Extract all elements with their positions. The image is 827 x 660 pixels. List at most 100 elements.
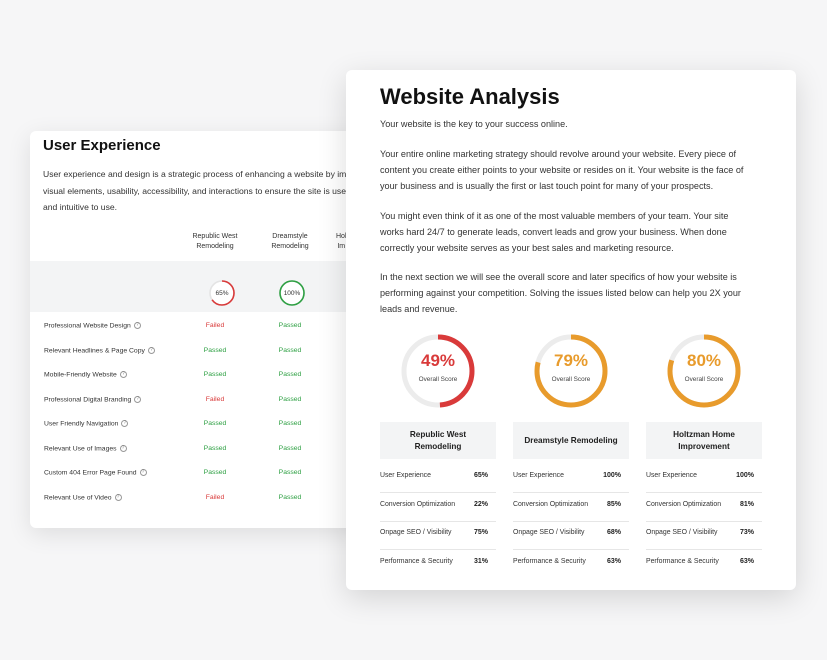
metric-row: Performance & Security 31%	[380, 551, 496, 579]
ux-col-name-line2: Remodeling	[271, 243, 309, 250]
metric-row: Onpage SEO / Visibility 68%	[513, 522, 629, 551]
gauge-svg	[401, 334, 475, 408]
table-row: Relevant Headlines & Page Copy? Passed Pas…	[30, 339, 370, 363]
paragraph-line: your business and is usually the first o…	[380, 180, 714, 191]
metric-value: 81%	[739, 500, 754, 508]
metric-value: 85%	[606, 500, 621, 508]
ux-ring-score: 100%	[283, 289, 301, 297]
ux-desc-line: User experience and design is a strategi…	[43, 169, 352, 179]
metric-name: User Experience	[380, 472, 431, 479]
status-cell: Passed	[203, 346, 227, 354]
criteria-text: Professional Website Design	[44, 322, 131, 330]
status-cell: Passed	[203, 444, 227, 452]
ux-desc-line: and intuitive to use.	[43, 202, 118, 212]
metric-row: Performance & Security 63%	[646, 551, 762, 579]
help-icon[interactable]: ?	[133, 322, 141, 329]
ring-svg	[209, 280, 235, 306]
paragraph-line: Your entire online marketing strategy sh…	[380, 149, 737, 159]
help-icon[interactable]: ?	[147, 346, 155, 354]
overall-score-gauge: 80% Overall Score	[665, 332, 743, 410]
metric-name: User Experience	[513, 472, 564, 479]
intro-text: Your website is the key to your success …	[380, 117, 765, 133]
ux-score-ring: 100%	[278, 279, 306, 307]
ux-col-name-line1: Dreamstyle	[272, 233, 308, 240]
gauge-svg	[534, 334, 608, 408]
gauge-label: Overall Score	[684, 376, 724, 383]
paragraph-line: works hard 24/7 to generate leads, conve…	[380, 226, 727, 237]
metric-value: 68%	[606, 529, 621, 537]
metric-row: Conversion Optimization 81%	[646, 494, 762, 522]
metric-value: 73%	[739, 529, 754, 537]
status-cell: Passed	[203, 420, 227, 427]
ux-col-name-line2: Im	[337, 243, 346, 250]
help-icon[interactable]: ?	[139, 469, 147, 476]
competitor-header: Holtzman Home Improvement	[646, 422, 762, 459]
criteria-text: Mobile-Friendly Website	[44, 371, 117, 379]
metric-name: Conversion Optimization	[646, 500, 722, 508]
criteria-text: Relevant Headlines & Page Copy	[44, 346, 145, 354]
metric-value: 22%	[473, 500, 488, 508]
metric-row: Conversion Optimization 22%	[380, 494, 496, 522]
table-row: Professional Digital Branding? Failed Pass…	[30, 388, 370, 412]
ring-svg	[279, 280, 305, 306]
paragraph-line: You might even think of it as one of the…	[380, 211, 729, 221]
metric-value: 65%	[473, 472, 488, 479]
status-cell: Passed	[278, 444, 302, 452]
competitor-name-line1: Dreamstyle Remodeling	[524, 435, 618, 445]
criteria-text: User Friendly Navigation	[44, 420, 119, 428]
metric-name: Performance & Security	[513, 557, 586, 565]
paragraph-2: You might even think of it as one of the…	[380, 209, 765, 256]
competitor-header: Dreamstyle Remodeling	[513, 422, 629, 459]
paragraph-1: Your entire online marketing strategy sh…	[380, 147, 765, 194]
criteria-text: Custom 404 Error Page Found	[44, 469, 137, 477]
ux-title: User Experience	[43, 137, 161, 154]
gauge-label: Overall Score	[418, 376, 458, 383]
user-experience-card: User Experience User experience and desi…	[30, 131, 370, 528]
table-row: User Friendly Navigation? Passed Passed	[30, 412, 370, 436]
help-icon[interactable]: ?	[119, 371, 127, 378]
table-row: Mobile-Friendly Website? Passed Passed	[30, 363, 370, 387]
metric-name: User Experience	[646, 472, 697, 479]
website-analysis-card: Website Analysis Your website is the key…	[346, 70, 796, 590]
paragraph-line: leads and revenue.	[380, 303, 458, 314]
ux-column-header: Republic West Remodeling	[187, 223, 243, 261]
help-icon[interactable]: ?	[121, 420, 129, 427]
criteria-label: Custom 404 Error Page Found?	[44, 469, 147, 476]
help-icon[interactable]: ?	[114, 493, 122, 501]
ux-score-band	[30, 261, 370, 312]
competitor-header: Republic West Remodeling	[380, 422, 496, 459]
metric-row: Onpage SEO / Visibility 75%	[380, 522, 496, 551]
gauge-label: Overall Score	[551, 376, 591, 383]
overall-score-gauge: 49% Overall Score	[399, 332, 477, 410]
status-cell: Passed	[278, 469, 302, 476]
table-row: Relevant Use of Video? Failed Passed	[30, 486, 370, 510]
help-icon[interactable]: ?	[134, 395, 142, 403]
table-row: Professional Website Design? Failed Passed	[30, 314, 370, 338]
table-row: Relevant Use of Images? Passed Passed	[30, 437, 370, 461]
metric-row: Conversion Optimization 85%	[513, 494, 629, 522]
metric-name: Onpage SEO / Visibility	[380, 529, 452, 537]
ux-col-name-line2: Remodeling	[196, 243, 234, 250]
metric-name: Performance & Security	[646, 557, 719, 565]
status-cell: Passed	[278, 395, 302, 403]
metric-value: 63%	[606, 557, 621, 565]
ux-col-name-line1: Hol	[336, 233, 347, 240]
intro-line: Your website is the key to your success …	[380, 119, 568, 129]
competitor-name-line1: Holtzman Home	[673, 429, 735, 439]
ux-score-ring: 65%	[208, 279, 236, 307]
criteria-label: Relevant Use of Video?	[44, 493, 122, 501]
competitor-name-line2: Improvement	[678, 441, 730, 451]
status-cell: Failed	[205, 493, 225, 501]
competitor-name-line1: Republic West	[409, 429, 467, 439]
ux-col-name-line1: Republic West	[192, 233, 238, 240]
criteria-text: Professional Digital Branding	[44, 395, 132, 403]
metric-value: 100%	[736, 472, 754, 479]
metric-name: Performance & Security	[380, 557, 453, 565]
status-cell: Failed	[205, 395, 225, 403]
help-icon[interactable]: ?	[119, 444, 127, 452]
status-cell: Passed	[278, 493, 302, 501]
metric-row: User Experience 65%	[380, 465, 496, 493]
gauge-percent: 79%	[553, 351, 589, 370]
ux-column-header: Dreamstyle Remodeling	[262, 223, 318, 261]
metric-name: Onpage SEO / Visibility	[646, 529, 718, 537]
